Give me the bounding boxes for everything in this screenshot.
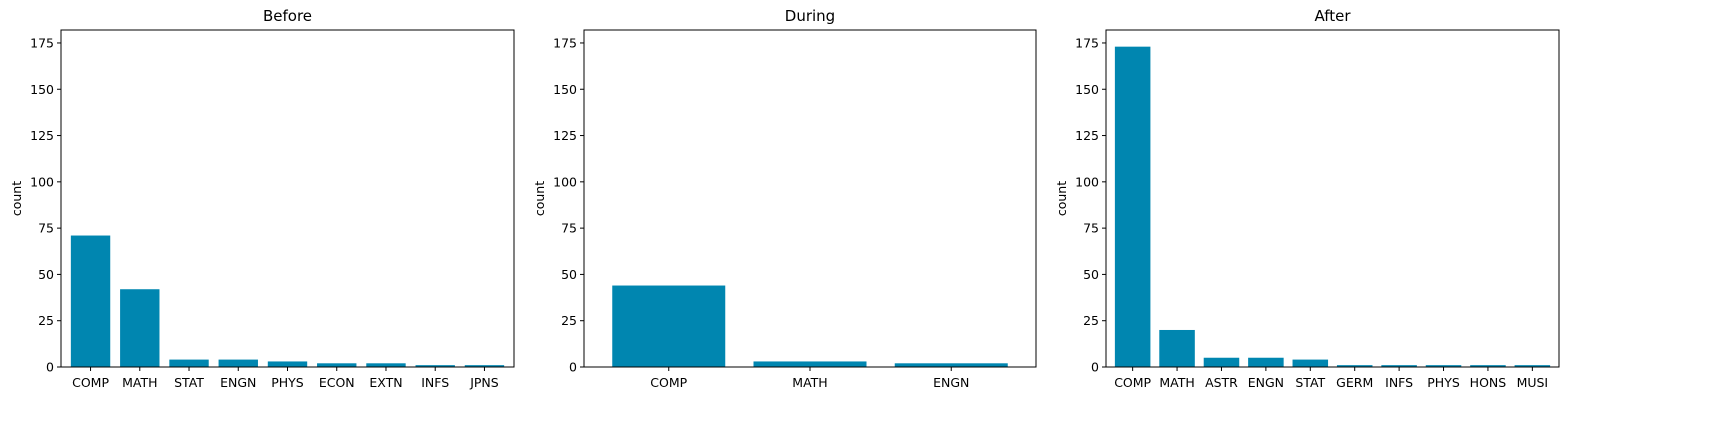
x-tick-label: PHYS [1427,375,1460,390]
y-tick-label: 25 [38,313,54,328]
y-tick-label: 125 [1075,128,1099,143]
bar-engn [218,359,258,367]
bar-comp [612,285,726,367]
y-tick-label: 50 [1083,267,1099,282]
y-axis-label: count [1054,181,1069,216]
bar-engn [1248,357,1284,367]
bar-jpns [464,365,505,367]
x-tick-label: MATH [122,375,157,390]
bar-extn [366,363,406,367]
x-tick-label: ENGN [933,375,969,390]
y-tick-label: 125 [553,128,577,143]
y-tick-label: 150 [553,82,577,97]
bar-comp [1114,46,1151,367]
bar-engn [894,363,1008,367]
bar-econ [317,363,357,367]
chart-title: Before [263,7,312,25]
y-tick-label: 175 [553,35,577,50]
x-tick-label: ASTR [1205,375,1238,390]
x-tick-label: COMP [650,375,687,390]
y-tick-label: 75 [561,221,577,236]
bar-astr [1203,357,1240,367]
x-tick-label: COMP [72,375,109,390]
x-tick-label: ENGN [220,375,256,390]
x-tick-label: PHYS [271,375,304,390]
chart-panel-after: 0 25 50 75 100 125 150 175 COMP MATH ASTR ENGN STAT G… [1054,7,1560,390]
chart-panel-before: 0 25 50 75 100 125 150 175 COMP MATH STAT ENGN PHYS E… [9,7,515,390]
y-tick-label: 175 [1075,35,1099,50]
x-tick-label: STAT [174,375,204,390]
bar-musi [1514,365,1551,367]
axes-frame [1105,29,1560,368]
bar-infs [415,365,455,367]
x-tick-label: INFS [1385,375,1413,390]
x-tick-label: GERM [1336,375,1373,390]
y-tick-label: 100 [30,174,54,189]
y-tick-label: 0 [46,360,54,375]
x-tick-label: STAT [1295,375,1325,390]
bar-comp [70,235,111,367]
chart-title: After [1314,7,1351,25]
bar-phys [1425,365,1462,367]
x-tick-label: COMP [1114,375,1151,390]
bar-stat [1292,359,1329,367]
x-tick-label: ENGN [1248,375,1284,390]
x-tick-label: MUSI [1517,375,1549,390]
bar-infs [1381,365,1417,367]
x-tick-label: ECON [319,375,355,390]
y-axis-label: count [9,181,24,216]
y-tick-label: 25 [1083,313,1099,328]
y-axis-label: count [532,181,547,216]
y-tick-label: 125 [30,128,54,143]
bar-germ [1336,365,1373,367]
bar-math [1159,329,1195,367]
chart-panel-during: 0 25 50 75 100 125 150 175 COMP MATH ENGN count Duri… [532,7,1037,390]
y-tick-label: 0 [569,360,577,375]
y-tick-label: 100 [553,174,577,189]
bar-phys [267,361,308,367]
bar-math [120,289,160,367]
y-tick-label: 75 [1083,221,1099,236]
bar-stat [169,359,209,367]
y-tick-label: 25 [561,313,577,328]
y-tick-label: 75 [38,221,54,236]
bar-hons [1470,365,1506,367]
y-tick-label: 50 [38,267,54,282]
y-tick-label: 100 [1075,174,1099,189]
chart-title: During [785,7,835,25]
x-tick-label: MATH [1159,375,1194,390]
bar-math [753,361,867,367]
x-tick-label: HONS [1470,375,1507,390]
x-tick-label: JPNS [469,375,499,390]
x-tick-label: INFS [421,375,449,390]
y-tick-label: 150 [1075,82,1099,97]
y-tick-label: 0 [1091,360,1099,375]
y-tick-label: 175 [30,35,54,50]
x-tick-label: MATH [792,375,827,390]
y-tick-label: 50 [561,267,577,282]
x-tick-label: EXTN [369,375,402,390]
y-tick-label: 150 [30,82,54,97]
